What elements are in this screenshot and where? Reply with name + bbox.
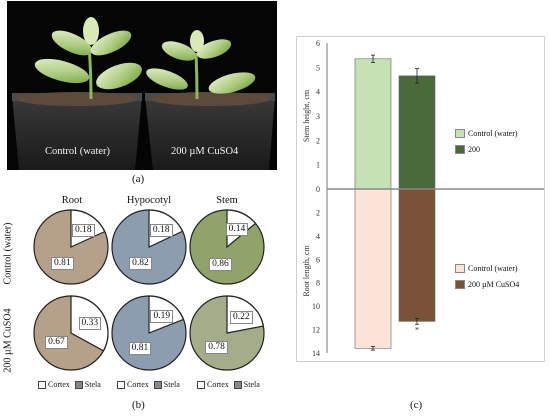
root-axis-title: Root length, cm — [302, 245, 311, 297]
significance-mark: * — [415, 325, 419, 334]
bar-stem-control — [354, 58, 392, 190]
stem-tick-label: 1 — [316, 161, 320, 170]
stem-tick-label: 5 — [316, 63, 320, 72]
legend-label-cortex: Cortex — [207, 380, 229, 389]
stem-tick-label: 0 — [316, 185, 320, 194]
pie-label-cortex: 0.33 — [78, 316, 102, 330]
legend-swatch-stela — [233, 380, 242, 389]
column-title-root: Root — [61, 195, 83, 206]
pie-label-stela: 0.81 — [50, 256, 74, 270]
stem-tick-label: 6 — [316, 39, 320, 48]
root-tick-label: 8 — [316, 279, 320, 288]
legend-item-root-control: Control (water) — [455, 264, 518, 273]
panel-a-caption: (a) — [132, 173, 145, 185]
stem-axis-title: Stem height, cm — [302, 89, 311, 142]
legend-label-stem-control: Control (water) — [468, 129, 518, 138]
legend-label-stela: Stela — [243, 380, 260, 389]
stem-tick-label: 2 — [316, 136, 320, 145]
legend-swatch-stem-control — [455, 129, 465, 138]
pie-root-cuso4: 0.33 0.67 — [32, 294, 110, 372]
legend-swatch-cortex — [197, 380, 205, 389]
legend-swatch-stela — [153, 380, 162, 389]
plant-illustration — [12, 17, 275, 170]
pie-label-cortex: 0.19 — [150, 310, 174, 324]
column-title-stem: Stem — [216, 195, 238, 206]
legend-swatch-stem-cuso4 — [455, 145, 465, 154]
legend-swatch-cortex — [117, 380, 125, 389]
stem-tick-label: 4 — [316, 88, 320, 97]
root-tick-label: 4 — [316, 232, 320, 241]
plant-photo: Control (water) 200 µM CuSO4 — [7, 1, 277, 170]
stem-tick-label: 3 — [316, 112, 320, 121]
pie-label-stela: 0.67 — [45, 336, 68, 350]
pie-hypocotyl-control: 0.18 0.82 — [110, 208, 188, 286]
legend-item-stem-cuso4: 200 — [455, 145, 480, 154]
pie-stem-cuso4: 0.22 0.78 — [188, 294, 266, 372]
pie-label-cortex: 0.18 — [149, 223, 173, 237]
pie-label-stela: 0.81 — [128, 342, 152, 356]
legend-label-root-cuso4: 200 µM CuSO4 — [468, 280, 520, 289]
pie-label-stela: 0.78 — [205, 341, 228, 355]
legend-swatch-root-cuso4 — [455, 280, 465, 289]
panel-b-caption: (b) — [132, 399, 145, 411]
legend-swatch-cortex — [38, 380, 46, 389]
legend-item-stem-control: Control (water) — [455, 129, 518, 138]
photo-label-cuso4: 200 µM CuSO4 — [171, 146, 239, 157]
legend-label-root-control: Control (water) — [468, 264, 518, 273]
legend-label-stela: Stela — [163, 380, 180, 389]
pie-label-cortex: 0.22 — [229, 311, 253, 325]
root-tick-label: 12 — [312, 326, 320, 335]
pie-hypocotyl-cuso4: 0.19 0.81 — [110, 294, 188, 372]
pie-label-stela: 0.82 — [129, 256, 152, 270]
pie-label-stela: 0.86 — [209, 257, 232, 271]
pie-stem-control: 0.14 0.86 — [188, 208, 266, 286]
pie-label-cortex: 0.14 — [225, 222, 249, 236]
legend-swatch-root-control — [455, 264, 465, 273]
bar-chart-frame: 0 1 2 3 4 5 6 2 4 6 8 10 12 14 Stem height, cm Root len… — [296, 36, 545, 362]
legend-label-stela: Stela — [84, 380, 101, 389]
legend-label-cortex: Cortex — [127, 380, 149, 389]
row-title-control: Control (water) — [2, 222, 14, 285]
bar-root-control — [354, 188, 392, 349]
pie-legend-hypocotyl: Cortex Stela — [117, 380, 180, 389]
legend-label-cortex: Cortex — [48, 380, 70, 389]
legend-label-stem-cuso4: 200 — [468, 145, 480, 154]
bar-stem-cuso4 — [398, 75, 436, 190]
bar-root-cuso4 — [398, 188, 436, 322]
pie-legend-stem: Cortex Stela — [197, 380, 260, 389]
root-tick-label: 10 — [312, 302, 320, 311]
root-tick-label: 2 — [316, 208, 320, 217]
pie-legend-root: Cortex Stela — [38, 380, 101, 389]
panel-c-caption: (c) — [410, 399, 423, 411]
photo-label-control: Control (water) — [45, 146, 111, 157]
root-tick-label: 14 — [312, 349, 320, 358]
legend-swatch-stela — [74, 380, 83, 389]
pie-label-cortex: 0.18 — [72, 223, 95, 237]
column-title-hypocotyl: Hypocotyl — [126, 195, 172, 206]
root-tick-label: 6 — [316, 255, 320, 264]
pie-root-control: 0.18 0.81 — [32, 208, 110, 286]
legend-item-root-cuso4: 200 µM CuSO4 — [455, 280, 519, 289]
row-title-cuso4: 200 µM CuSO4 — [2, 308, 14, 373]
